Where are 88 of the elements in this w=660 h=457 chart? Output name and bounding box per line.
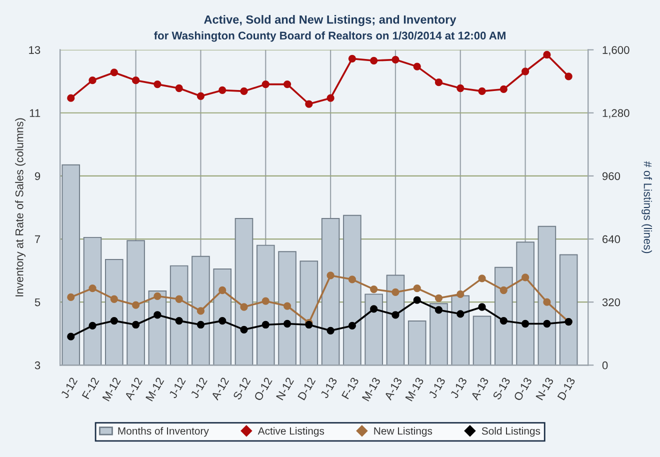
point [262,320,270,329]
chart-subtitle: for Washington County Board of Realtors on 1/30/2014 at 12:00 AM [154,31,506,42]
point [218,86,226,94]
point [564,72,572,80]
point [88,76,96,84]
legend-label: Sold Listings [482,427,540,437]
point [88,284,96,292]
point [218,286,226,294]
point [500,316,508,325]
point [434,294,443,302]
y-tick-label: 7 [35,235,40,244]
point [67,332,75,340]
point [110,295,118,303]
point [240,326,248,334]
point [262,80,270,88]
point [326,94,334,102]
point [413,296,421,304]
y2-tick-label: 1,280 [602,109,630,118]
point [478,87,486,96]
y-tick-label: 11 [30,109,40,117]
y-axis-title: Inventory at Rate of Sales (columns) [15,118,26,296]
point [478,303,486,311]
point [175,316,183,325]
point [326,326,334,334]
point [413,284,421,292]
point [434,306,443,314]
point [326,272,334,280]
point [348,276,356,284]
y2-tick-label: 640 [602,235,620,244]
y-tick-label: 9 [34,172,40,180]
point [175,295,183,303]
y-tick-label: 13 [29,46,40,54]
point [283,320,292,328]
point [67,293,75,301]
point [196,320,205,329]
point [67,94,75,102]
point [348,322,356,330]
point [154,292,162,300]
point [154,80,162,88]
point [283,80,292,88]
chart-title: Active, Sold and New Listings; and Inventory [204,15,456,26]
point [305,100,313,108]
point [175,84,183,92]
y2-axis-title: # of Listings (lines) [642,161,652,254]
y2-tick-label: 1,600 [602,46,630,56]
point [240,87,248,96]
point [132,301,140,309]
point [434,78,443,86]
point [132,320,140,329]
point [456,290,464,298]
point [218,316,226,325]
point [500,85,508,94]
point [500,286,508,294]
legend-label: New Listings [374,427,432,437]
y2-tick-label: 320 [602,298,620,306]
point [348,54,356,62]
point [456,310,464,318]
point [110,316,118,325]
point [392,288,400,296]
point [283,302,292,310]
point [392,56,400,64]
point [370,56,378,64]
point [132,76,140,84]
point [196,92,205,100]
point [196,307,205,315]
point [370,285,378,294]
point [543,50,551,59]
point [370,305,378,313]
point [521,68,530,76]
point [478,274,486,282]
point [240,303,248,311]
point [456,84,464,92]
y-tick-label: 3 [34,361,40,370]
point [413,62,421,70]
y2-tick-label: 0 [602,361,608,370]
point [543,320,551,328]
point [521,274,530,282]
point [392,311,400,319]
y2-tick-label: 960 [602,172,620,180]
point [154,311,162,319]
point [88,322,96,330]
point [262,297,270,305]
y-tick-label: 5 [34,298,40,306]
legend-label: Active Listings [258,427,324,437]
point [110,68,118,76]
point [521,320,530,328]
point [543,298,551,306]
legend-label: Months of Inventory [118,427,209,437]
